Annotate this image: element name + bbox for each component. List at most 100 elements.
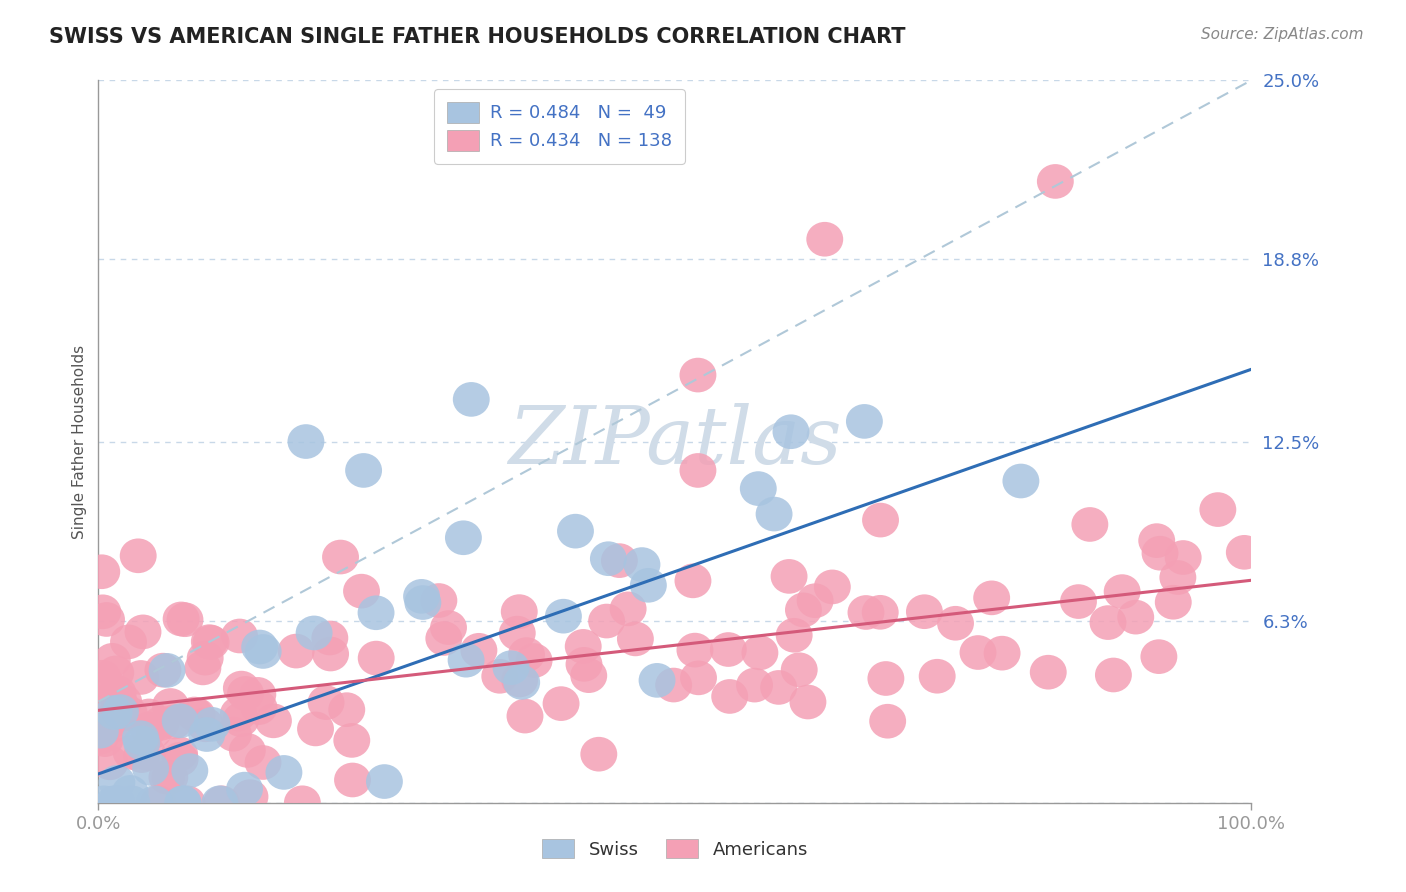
Ellipse shape: [655, 668, 692, 702]
Ellipse shape: [122, 660, 159, 695]
Text: Source: ZipAtlas.com: Source: ZipAtlas.com: [1201, 27, 1364, 42]
Ellipse shape: [630, 568, 666, 603]
Ellipse shape: [97, 656, 134, 690]
Ellipse shape: [242, 630, 278, 665]
Ellipse shape: [344, 453, 382, 488]
Ellipse shape: [460, 633, 498, 667]
Ellipse shape: [111, 697, 148, 731]
Ellipse shape: [90, 705, 128, 739]
Ellipse shape: [187, 707, 224, 742]
Text: ZIPatlas: ZIPatlas: [508, 403, 842, 480]
Ellipse shape: [297, 712, 335, 747]
Ellipse shape: [333, 723, 370, 757]
Ellipse shape: [86, 786, 122, 820]
Ellipse shape: [142, 706, 180, 740]
Ellipse shape: [312, 637, 349, 672]
Ellipse shape: [1139, 524, 1175, 558]
Ellipse shape: [711, 679, 748, 714]
Ellipse shape: [516, 643, 553, 678]
Ellipse shape: [973, 581, 1010, 615]
Ellipse shape: [984, 636, 1021, 671]
Ellipse shape: [638, 663, 675, 698]
Ellipse shape: [239, 677, 276, 712]
Ellipse shape: [152, 688, 188, 723]
Ellipse shape: [1060, 584, 1097, 619]
Ellipse shape: [172, 753, 208, 788]
Ellipse shape: [111, 775, 149, 810]
Ellipse shape: [165, 786, 201, 820]
Ellipse shape: [215, 717, 252, 752]
Ellipse shape: [152, 760, 188, 795]
Ellipse shape: [96, 707, 134, 742]
Ellipse shape: [193, 625, 229, 660]
Ellipse shape: [101, 685, 138, 720]
Ellipse shape: [444, 520, 482, 555]
Ellipse shape: [136, 786, 173, 820]
Ellipse shape: [679, 358, 717, 392]
Ellipse shape: [162, 737, 198, 772]
Ellipse shape: [86, 684, 122, 719]
Ellipse shape: [166, 602, 204, 637]
Ellipse shape: [405, 585, 441, 620]
Ellipse shape: [87, 723, 124, 757]
Ellipse shape: [329, 692, 366, 727]
Ellipse shape: [184, 650, 221, 685]
Ellipse shape: [129, 736, 166, 771]
Ellipse shape: [105, 684, 142, 719]
Y-axis label: Single Father Households: Single Father Households: [72, 344, 87, 539]
Ellipse shape: [155, 705, 193, 739]
Ellipse shape: [741, 635, 779, 670]
Ellipse shape: [100, 676, 136, 711]
Ellipse shape: [571, 658, 607, 693]
Ellipse shape: [308, 685, 344, 720]
Ellipse shape: [1029, 655, 1067, 690]
Ellipse shape: [97, 699, 134, 734]
Ellipse shape: [245, 634, 281, 669]
Ellipse shape: [91, 746, 128, 780]
Text: SWISS VS AMERICAN SINGLE FATHER HOUSEHOLDS CORRELATION CHART: SWISS VS AMERICAN SINGLE FATHER HOUSEHOL…: [49, 27, 905, 46]
Ellipse shape: [1095, 657, 1132, 692]
Ellipse shape: [82, 720, 118, 754]
Ellipse shape: [600, 543, 638, 578]
Ellipse shape: [245, 745, 281, 780]
Ellipse shape: [617, 622, 654, 657]
Ellipse shape: [761, 670, 797, 705]
Ellipse shape: [492, 650, 530, 685]
Ellipse shape: [124, 725, 160, 760]
Ellipse shape: [588, 604, 626, 639]
Ellipse shape: [82, 714, 118, 748]
Ellipse shape: [165, 786, 201, 820]
Ellipse shape: [1226, 535, 1263, 570]
Ellipse shape: [110, 624, 148, 659]
Ellipse shape: [229, 733, 266, 768]
Ellipse shape: [84, 594, 121, 629]
Ellipse shape: [139, 786, 177, 820]
Ellipse shape: [112, 735, 149, 770]
Ellipse shape: [194, 707, 231, 741]
Ellipse shape: [187, 640, 224, 675]
Ellipse shape: [335, 763, 371, 797]
Ellipse shape: [124, 739, 160, 773]
Ellipse shape: [226, 772, 263, 806]
Ellipse shape: [918, 659, 956, 694]
Ellipse shape: [98, 786, 135, 820]
Ellipse shape: [176, 697, 212, 731]
Ellipse shape: [366, 764, 404, 799]
Ellipse shape: [357, 640, 395, 675]
Ellipse shape: [224, 671, 260, 706]
Ellipse shape: [131, 712, 167, 747]
Ellipse shape: [770, 559, 807, 594]
Ellipse shape: [132, 751, 169, 786]
Ellipse shape: [557, 514, 593, 549]
Ellipse shape: [322, 540, 359, 574]
Ellipse shape: [131, 698, 167, 733]
Ellipse shape: [862, 503, 898, 537]
Ellipse shape: [149, 760, 186, 795]
Ellipse shape: [191, 624, 228, 659]
Ellipse shape: [1071, 508, 1108, 541]
Ellipse shape: [591, 541, 627, 576]
Ellipse shape: [1090, 606, 1126, 640]
Ellipse shape: [254, 704, 292, 739]
Ellipse shape: [201, 786, 238, 820]
Ellipse shape: [145, 653, 181, 688]
